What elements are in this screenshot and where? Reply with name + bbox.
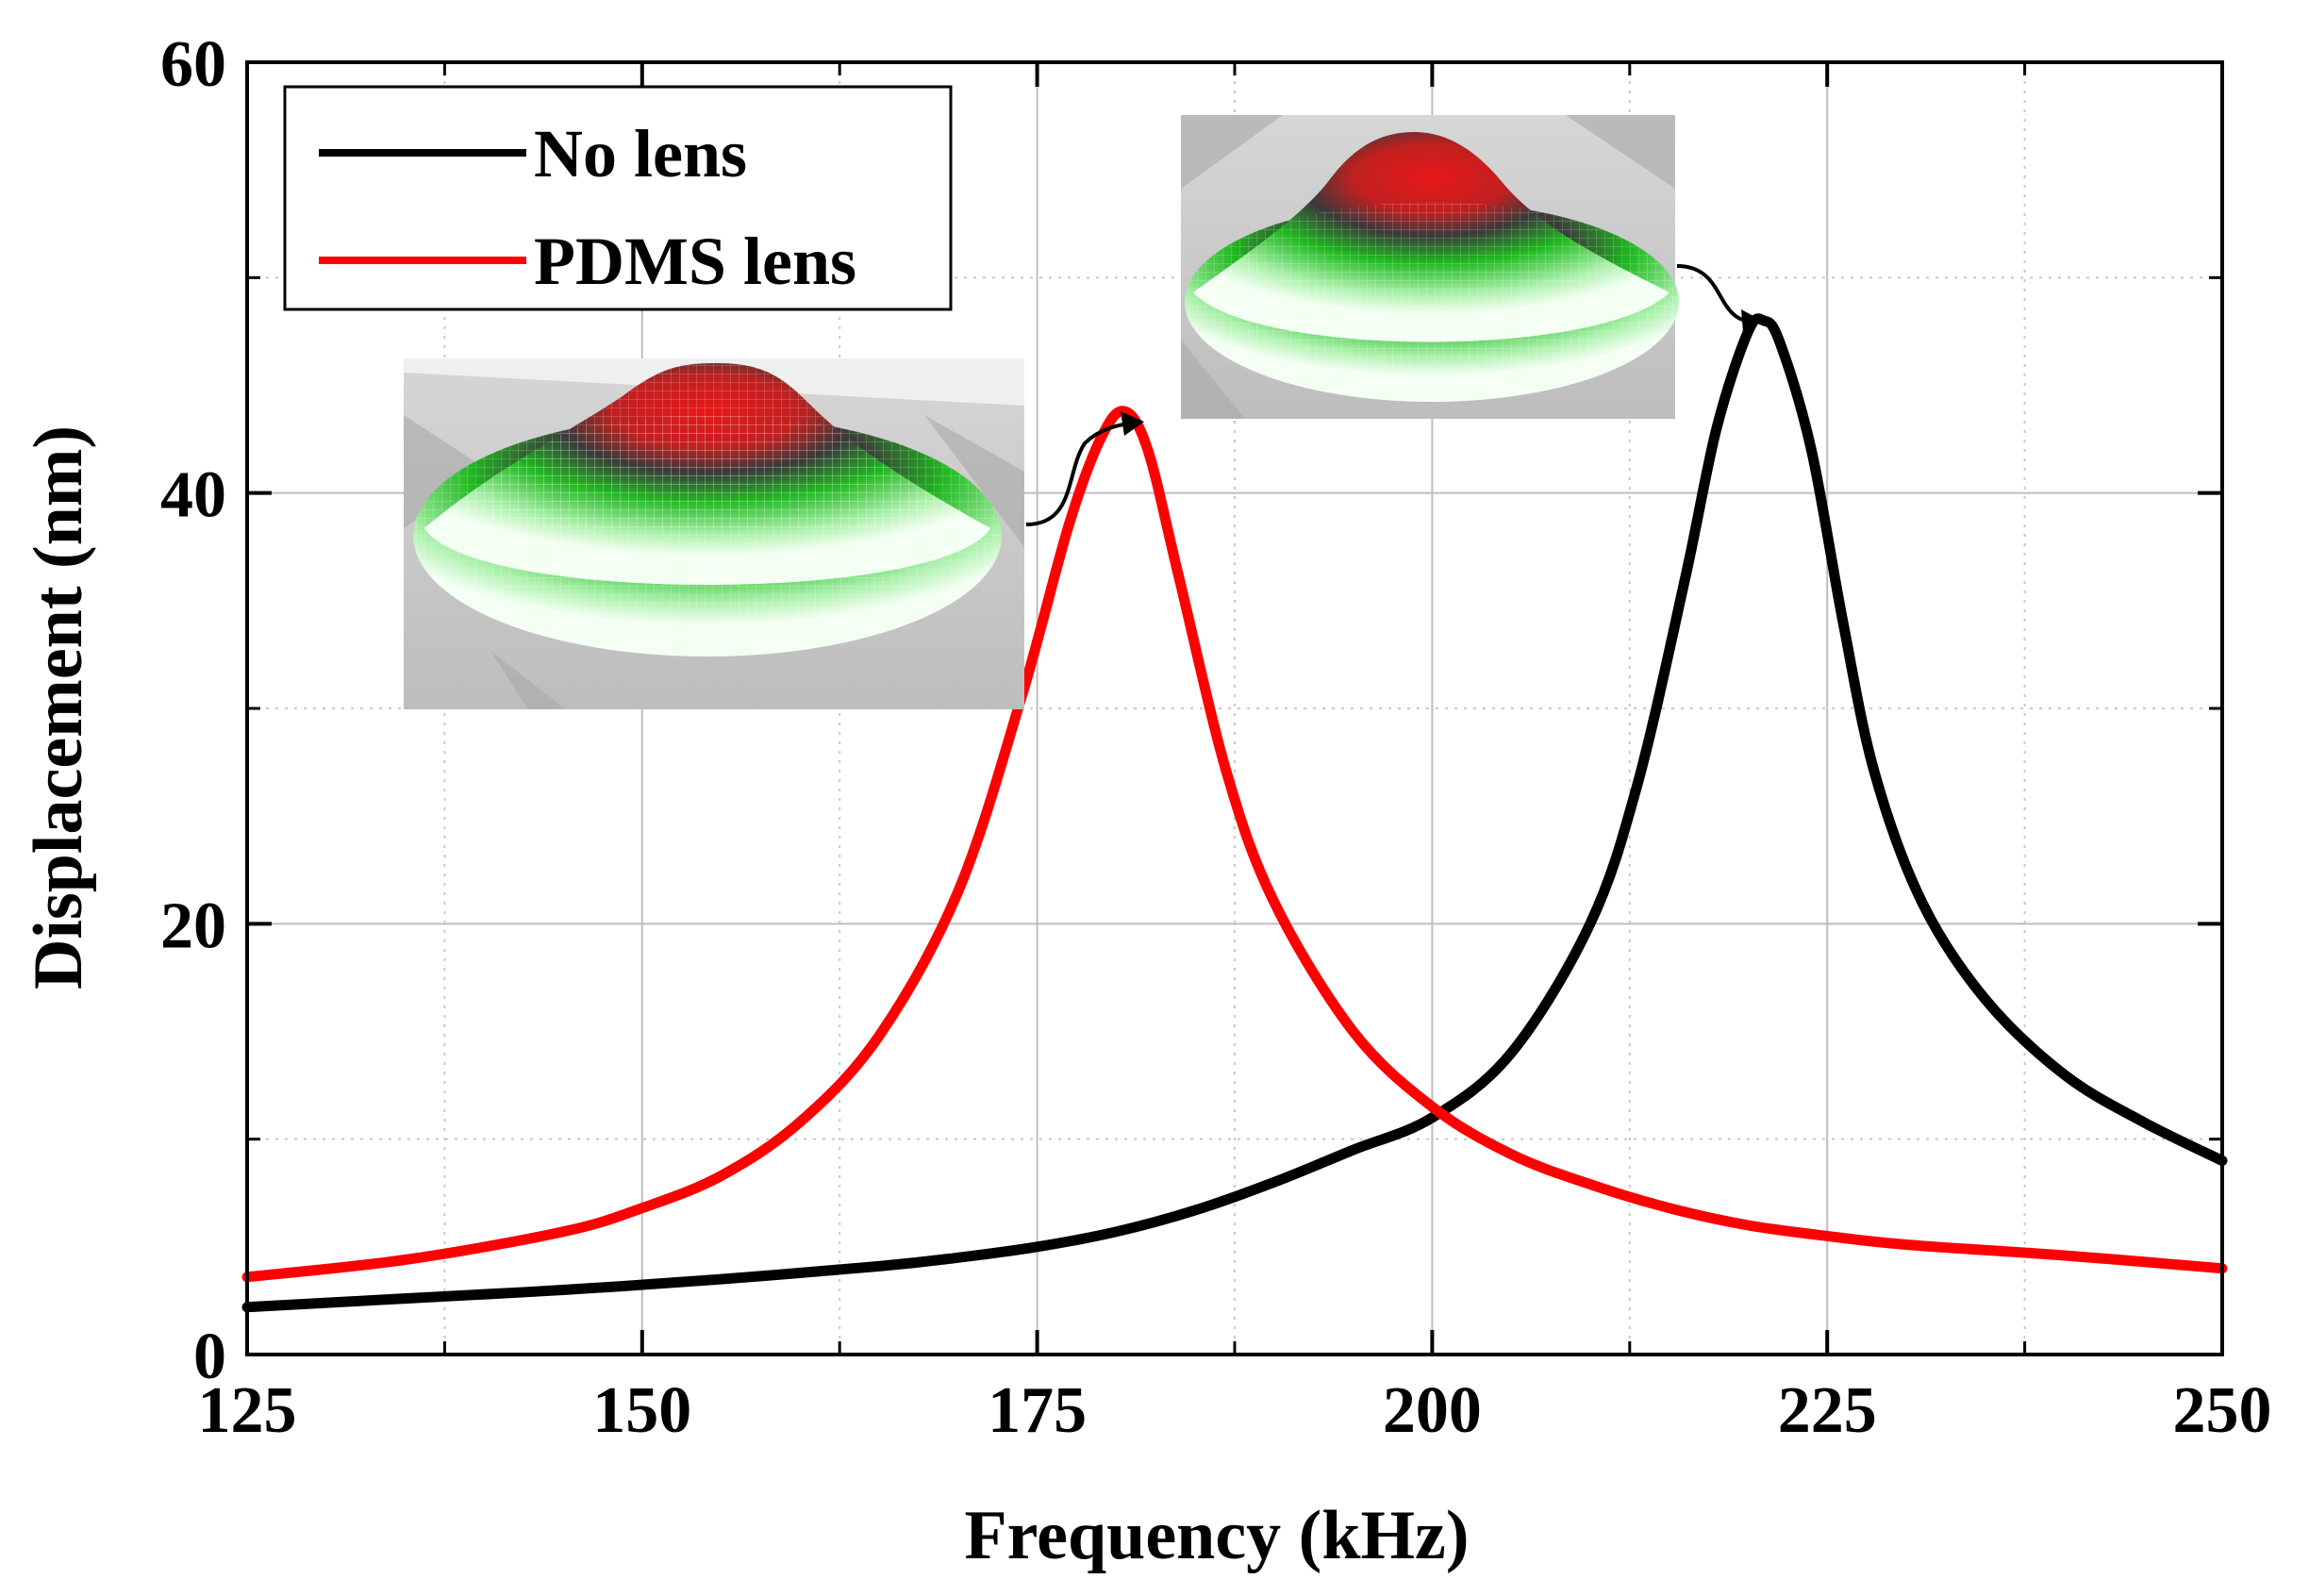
legend: No lens PDMS lens	[283, 85, 953, 311]
series-line-pdms-lens	[241, 406, 2228, 1283]
y-tick-label: 60	[160, 28, 226, 101]
x-tick-label: 125	[198, 1374, 297, 1447]
x-tick-label: 200	[1383, 1374, 1482, 1447]
y-tick-label: 20	[160, 889, 226, 962]
series-line-no-lens	[241, 313, 2228, 1313]
curves	[241, 313, 2228, 1313]
x-tick-label: 175	[988, 1374, 1087, 1447]
x-axis-title: Frequency (kHz)	[964, 1497, 1469, 1574]
mode-shape-no-lens-inset	[1181, 115, 1679, 419]
y-axis-title: Displacement (nm)	[20, 425, 97, 989]
legend-label-pdms-lens: PDMS lens	[534, 224, 856, 299]
mode-shape-pdms-lens-inset	[404, 358, 1024, 709]
arrowhead-no-lens	[1741, 309, 1762, 332]
legend-label-no-lens: No lens	[534, 116, 747, 191]
y-tick-label: 0	[193, 1321, 226, 1393]
axes: 125 150 175 200 225 250 0 20 40 60	[160, 28, 2272, 1447]
y-tick-label: 40	[160, 459, 226, 532]
arrow-pdms-lens	[1025, 421, 1138, 526]
arrowhead-pdms-lens	[1121, 411, 1144, 436]
x-tick-label: 250	[2173, 1374, 2272, 1447]
x-tick-label: 150	[592, 1374, 691, 1447]
legend-box	[283, 85, 953, 311]
inset-arrows	[1025, 264, 1762, 526]
x-tick-label: 225	[1778, 1374, 1877, 1447]
